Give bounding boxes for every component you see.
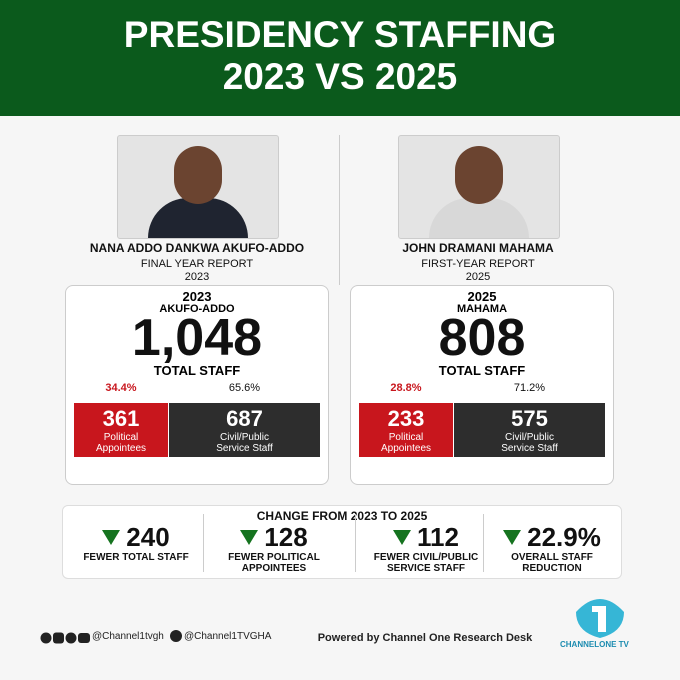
civil-segment: 575 Civil/Public Service Staff: [454, 403, 605, 457]
logo: [576, 599, 624, 638]
total-label: TOTAL STAFF: [153, 363, 241, 378]
change-value: 112: [417, 521, 459, 552]
handle: @Channel1TVGHA: [184, 631, 272, 642]
down-arrow: [102, 529, 121, 545]
change-value-row: 22.9%: [487, 522, 617, 552]
political-count: 233: [387, 406, 425, 431]
cell-divider: [203, 514, 204, 572]
photo: [398, 135, 560, 239]
change-value-row: 112: [361, 522, 491, 552]
report-year: 2025: [465, 271, 491, 283]
leader-name: NANA ADDO DANKWA AKUFO-ADDO: [89, 241, 305, 255]
leader-name: JOHN DRAMANI MAHAMA: [402, 241, 554, 255]
down-arrow: [503, 529, 522, 545]
civil-segment: 687 Civil/Public Service Staff: [169, 403, 320, 457]
title-line: PRESIDENCY STAFFING: [123, 14, 557, 55]
change-label: REDUCTION: [522, 563, 582, 574]
photo: [117, 135, 279, 239]
change-title: CHANGE FROM 2023 TO 2025: [256, 509, 428, 523]
x-icon: [170, 630, 182, 642]
change-label: FEWER CIVIL/PUBLIC: [373, 552, 479, 563]
civil-label: Civil/Public: [220, 432, 269, 443]
political-label: Political: [388, 432, 424, 443]
staff-box: 2023 AKUFO-ADDO 1,048 TOTAL STAFF 34.4% 65.6%…: [65, 285, 329, 485]
political-segment: 361 Political Appointees: [74, 403, 168, 457]
box-name: MAHAMA: [456, 303, 508, 315]
change-value-row: 128: [209, 522, 339, 552]
political-percent: 34.4%: [105, 382, 137, 394]
civil-count: 687: [226, 406, 263, 431]
civil-count: 575: [511, 406, 548, 431]
political-segment: 233 Political Appointees: [359, 403, 453, 457]
political-percent: 28.8%: [390, 382, 422, 394]
change-label: SERVICE STAFF: [387, 563, 465, 574]
powered-by: Powered by Channel One Research Desk: [317, 632, 533, 644]
political-label: Political: [103, 432, 139, 443]
divider: [339, 135, 340, 285]
social-icons: [40, 631, 90, 644]
photo-head: [174, 146, 222, 204]
header-band: [0, 0, 680, 116]
civil-label: Civil/Public: [505, 432, 554, 443]
change-value-row: 240: [71, 522, 201, 552]
civil-percent: 71.2%: [513, 382, 546, 394]
photo-body: [429, 198, 529, 238]
total-staff: 808: [438, 309, 526, 367]
box-year: 2025: [467, 289, 497, 304]
handle: @Channel1tvgh: [92, 631, 164, 642]
report-label: FINAL YEAR REPORT: [140, 258, 254, 270]
box-name: AKUFO-ADDO: [159, 303, 235, 315]
down-arrow: [393, 529, 412, 545]
civil-percent: 65.6%: [228, 382, 261, 394]
title-line: 2023 VS 2025: [222, 56, 458, 97]
change-value: 128: [264, 521, 308, 552]
box-year: 2023: [182, 289, 212, 304]
total-label: TOTAL STAFF: [438, 363, 526, 378]
change-label: APPOINTEES: [241, 563, 307, 574]
total-staff: 1,048: [131, 309, 263, 367]
staff-box: 2025 MAHAMA 808 TOTAL STAFF 28.8% 71.2% 233 Pol…: [350, 285, 614, 485]
civil-label: Service Staff: [501, 443, 558, 454]
down-arrow: [240, 529, 259, 545]
political-count: 361: [102, 406, 140, 431]
photo-head: [455, 146, 503, 204]
change-label: FEWER TOTAL STAFF: [83, 552, 189, 563]
logo-text: CHANNELONE TV: [560, 640, 629, 649]
photo-body: [148, 198, 248, 238]
icons: [40, 632, 90, 644]
civil-label: Service Staff: [216, 443, 273, 454]
political-label: Appointees: [380, 443, 432, 454]
cell-divider: [355, 514, 356, 572]
change-label: FEWER POLITICAL: [228, 552, 320, 563]
change-value: 22.9%: [527, 521, 601, 552]
change-value: 240: [126, 521, 170, 552]
change-box: CHANGE FROM 2023 TO 2025 240 FEWER TOTAL S…: [62, 505, 622, 579]
report-year: 2023: [184, 271, 210, 283]
political-label: Appointees: [95, 443, 147, 454]
report-label: FIRST-YEAR REPORT: [421, 258, 535, 270]
change-label: OVERALL STAFF: [511, 552, 593, 563]
cell-divider: [483, 514, 484, 572]
